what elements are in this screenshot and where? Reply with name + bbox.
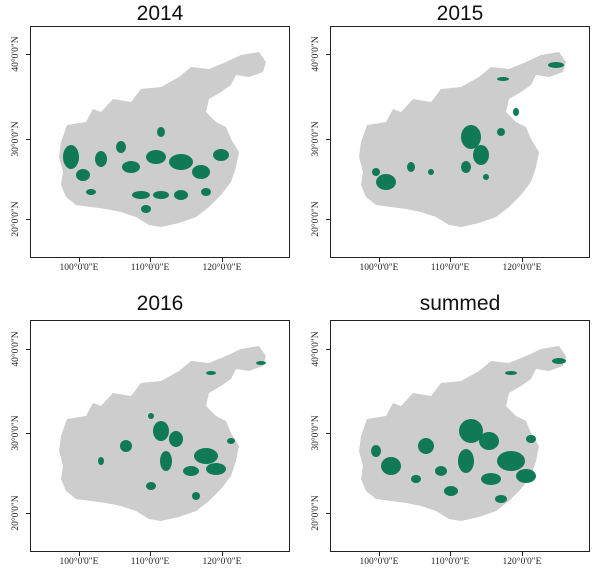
map-frame — [330, 320, 590, 552]
x-tick-100: 100°0'0"E — [359, 557, 399, 567]
panel-title: 2015 — [436, 2, 484, 25]
x-tick-100: 100°0'0"E — [59, 557, 99, 567]
y-tick-20: 20°0'0"N — [311, 495, 321, 531]
x-tick-110: 110°0'0"E — [430, 263, 470, 273]
x-tick-120: 120°0'0"E — [202, 557, 242, 567]
y-tick-30: 30°0'0"N — [311, 121, 321, 157]
highlight-patches — [372, 62, 564, 190]
y-tick-30: 30°0'0"N — [11, 121, 21, 157]
x-tick-100: 100°0'0"E — [359, 263, 399, 273]
highlight-patches — [63, 127, 229, 213]
x-tick-120: 120°0'0"E — [202, 263, 242, 273]
x-tick-120: 120°0'0"E — [502, 263, 542, 273]
x-tick-110: 110°0'0"E — [130, 557, 170, 567]
map-svg — [359, 346, 566, 521]
map-frame — [330, 26, 590, 258]
y-tick-20: 20°0'0"N — [11, 201, 21, 237]
map-svg — [359, 52, 566, 227]
map-frame — [30, 320, 290, 552]
x-tick-110: 110°0'0"E — [130, 263, 170, 273]
y-tick-40: 40°0'0"N — [11, 331, 21, 367]
land-shape — [59, 52, 266, 227]
y-tick-20: 20°0'0"N — [311, 201, 321, 237]
x-tick-120: 120°0'0"E — [502, 557, 542, 567]
y-tick-40: 40°0'0"N — [311, 331, 321, 367]
panel-title: 2014 — [136, 2, 184, 25]
map-svg — [59, 346, 266, 521]
highlight-patches — [371, 358, 566, 503]
panel-title: 2016 — [136, 292, 184, 315]
highlight-patches — [98, 361, 266, 500]
y-tick-30: 30°0'0"N — [311, 415, 321, 451]
y-tick-30: 30°0'0"N — [11, 415, 21, 451]
map-frame — [30, 26, 290, 258]
y-tick-40: 40°0'0"N — [311, 36, 321, 72]
y-tick-40: 40°0'0"N — [11, 36, 21, 72]
map-svg — [59, 52, 266, 227]
panel-title: summed — [419, 292, 501, 315]
x-tick-110: 110°0'0"E — [430, 557, 470, 567]
x-tick-100: 100°0'0"E — [59, 263, 99, 273]
y-tick-20: 20°0'0"N — [11, 495, 21, 531]
